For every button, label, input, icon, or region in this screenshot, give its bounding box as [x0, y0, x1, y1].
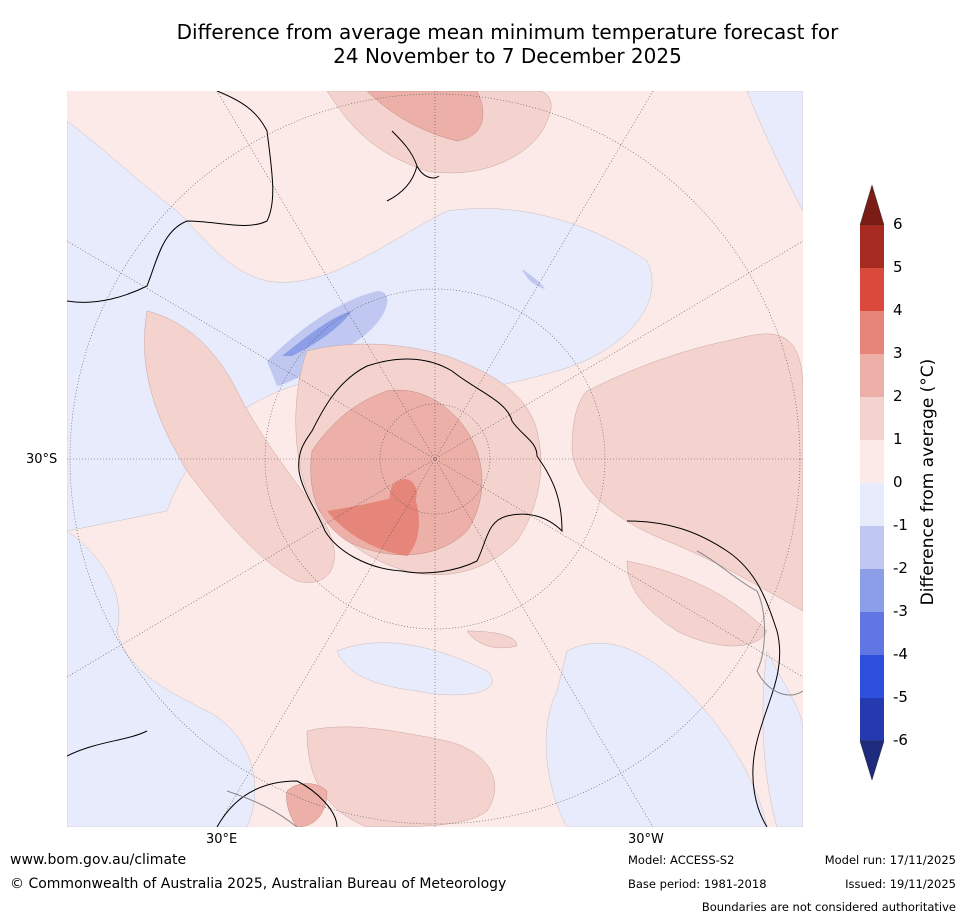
coastlines — [67, 91, 781, 827]
colorbar-bin — [860, 397, 884, 440]
colorbar-tick: 5 — [893, 258, 903, 276]
copyright-text: © Commonwealth of Australia 2025, Austra… — [10, 876, 507, 892]
new-zealand-coast — [386, 130, 440, 202]
model-text: Model: ACCESS-S2 — [628, 853, 735, 867]
latitude-label: 30°S — [26, 452, 58, 467]
issued-text: Issued: 19/11/2025 — [845, 877, 956, 891]
title-line-2: 24 November to 7 December 2025 — [333, 44, 682, 68]
colorbar-bin — [860, 440, 884, 483]
colorbar-bin — [860, 311, 884, 354]
website-link[interactable]: www.bom.gov.au/climate — [10, 852, 187, 868]
cool-streak — [267, 291, 388, 386]
colorbar-tick: -1 — [893, 516, 908, 534]
colorbar-tick: -6 — [893, 731, 908, 749]
warm-core-interior — [389, 479, 417, 541]
colorbar-arrow-bottom — [859, 740, 885, 781]
colorbar-tick: 2 — [893, 387, 903, 405]
cool-patch-east — [522, 269, 545, 289]
map-title: Difference from average mean minimum tem… — [60, 20, 955, 68]
colorbar-bin — [860, 698, 884, 741]
colorbar-tick: 4 — [893, 301, 903, 319]
anomaly-map — [67, 91, 803, 827]
colorbar-tick: 3 — [893, 344, 903, 362]
colorbar-bin — [860, 612, 884, 655]
disclaimer-text: Boundaries are not considered authoritat… — [701, 900, 956, 914]
colorbar-tick: 0 — [893, 473, 903, 491]
longitude-label-west: 30°W — [628, 832, 664, 847]
colorbar-tick: -5 — [893, 688, 908, 706]
australia-coast — [67, 91, 274, 303]
model-run-text: Model run: 17/11/2025 — [824, 853, 956, 867]
colorbar-bin — [860, 268, 884, 311]
colorbar-arrow-top — [859, 184, 885, 226]
colorbar-tick: -2 — [893, 559, 908, 577]
colorbar-bin — [860, 225, 884, 268]
colorbar-label: Difference from average (°C) — [918, 359, 938, 606]
colorbar-bin — [860, 569, 884, 612]
longitude-label-east: 30°E — [206, 832, 238, 847]
colorbar-label-text: Difference from average ( — [918, 385, 938, 606]
colorbar — [859, 184, 885, 781]
colorbar-tick: -3 — [893, 602, 908, 620]
colorbar-bin — [860, 354, 884, 397]
colorbar-bin — [860, 526, 884, 569]
title-line-1: Difference from average mean minimum tem… — [176, 20, 839, 44]
colorbar-tick: 1 — [893, 430, 903, 448]
country-borders — [226, 550, 803, 827]
colorbar-bin — [860, 483, 884, 526]
colorbar-bin — [860, 655, 884, 698]
graticule — [67, 91, 803, 827]
colorbar-tick: 6 — [893, 215, 903, 233]
colorbar-label-unit: °C) — [918, 358, 938, 386]
antarctica-coast — [298, 358, 563, 574]
africa-coast — [67, 730, 338, 827]
colorbar-tick: -4 — [893, 645, 908, 663]
base-period-text: Base period: 1981-2018 — [628, 877, 767, 891]
south-america-coast — [626, 520, 781, 827]
map-svg — [67, 91, 803, 827]
